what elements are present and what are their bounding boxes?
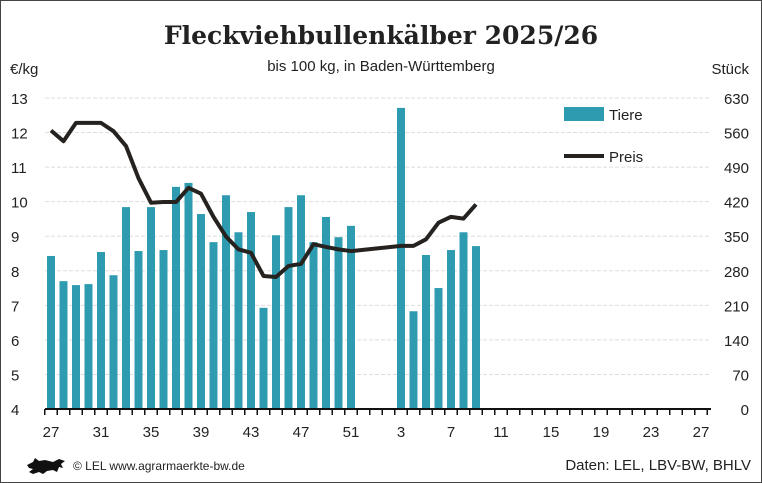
bar-tiere-week-49 xyxy=(322,216,330,409)
x-tick-label: 39 xyxy=(193,424,210,441)
bar-tiere-week-48 xyxy=(309,242,318,409)
bar-tiere-week-8 xyxy=(459,232,468,409)
bar-tiere-week-7 xyxy=(447,250,455,409)
legend-label-tiere: Tiere xyxy=(609,107,643,124)
y-tick-right: 420 xyxy=(724,195,749,212)
x-tick-label: 23 xyxy=(643,424,660,441)
bar-tiere-week-36 xyxy=(159,250,168,409)
x-tick-label: 27 xyxy=(693,424,710,441)
bar-tiere-week-34 xyxy=(134,251,143,409)
line-preis xyxy=(49,120,478,279)
bar-tiere-week-46 xyxy=(284,207,293,409)
legend-label-preis: Preis xyxy=(609,149,643,166)
bar-tiere-week-41 xyxy=(222,195,230,409)
x-tick-label: 11 xyxy=(493,424,509,441)
x-tick-label: 19 xyxy=(593,424,610,441)
bar-tiere-week-39 xyxy=(197,214,205,409)
bar-tiere-week-27 xyxy=(47,255,55,409)
y-tick-left: 7 xyxy=(11,298,19,315)
bar-tiere-week-50 xyxy=(334,237,343,409)
bar-tiere-week-51 xyxy=(347,225,355,409)
y-tick-left: 11 xyxy=(11,160,27,177)
x-tick-label: 31 xyxy=(93,424,110,441)
bar-tiere-week-37 xyxy=(172,186,180,409)
bar-tiere-week-35 xyxy=(147,207,155,409)
y-tick-right: 70 xyxy=(732,367,749,384)
y-tick-left: 10 xyxy=(11,195,28,212)
y-tick-right: 350 xyxy=(724,229,749,246)
x-tick-label: 51 xyxy=(343,424,360,441)
data-source-text: Daten: LEL, LBV-BW, BHLV xyxy=(565,457,751,474)
x-tick-label: 15 xyxy=(543,424,560,441)
bar-tiere-week-9 xyxy=(472,246,480,409)
y-tick-left: 13 xyxy=(11,91,28,108)
y-tick-left: 12 xyxy=(11,126,28,143)
y-tick-right: 0 xyxy=(741,402,749,419)
y-tick-right: 140 xyxy=(724,333,749,350)
bar-tiere-week-33 xyxy=(122,207,130,409)
left-axis-label: €/kg xyxy=(10,61,39,78)
y-tick-right: 630 xyxy=(724,91,749,108)
y-tick-right: 280 xyxy=(724,264,749,281)
bar-tiere-week-43 xyxy=(247,212,255,409)
x-tick-label: 7 xyxy=(447,424,455,441)
y-tick-left: 8 xyxy=(11,264,19,281)
y-tick-left: 9 xyxy=(11,229,19,246)
lion-logo-icon xyxy=(27,458,65,474)
chart-title: Fleckviehbullenkälber 2025/26 xyxy=(163,21,599,50)
y-tick-left: 4 xyxy=(11,402,19,419)
chart-subtitle: bis 100 kg, in Baden-Württemberg xyxy=(267,58,495,75)
bar-tiere-week-28 xyxy=(59,281,68,409)
right-axis-label: Stück xyxy=(711,61,749,78)
bar-tiere-week-47 xyxy=(297,195,305,409)
x-tick-label: 27 xyxy=(43,424,60,441)
y-tick-right: 490 xyxy=(724,160,749,177)
bar-tiere-week-44 xyxy=(259,307,268,409)
bar-tiere-week-42 xyxy=(234,232,243,409)
x-tick-label: 47 xyxy=(293,424,310,441)
bar-tiere-week-4 xyxy=(409,311,418,409)
bar-tiere-week-31 xyxy=(97,252,105,409)
bar-tiere-week-32 xyxy=(109,275,118,409)
y-tick-right: 210 xyxy=(724,298,749,315)
copyright-text: © LEL www.agrarmaerkte-bw.de xyxy=(73,459,245,473)
bar-tiere-week-6 xyxy=(434,288,443,409)
y-tick-right: 560 xyxy=(724,126,749,143)
x-tick-label: 35 xyxy=(143,424,160,441)
y-tick-left: 6 xyxy=(11,333,19,350)
bar-tiere-week-5 xyxy=(422,254,430,409)
bar-tiere-week-30 xyxy=(84,284,93,409)
x-tick-label: 3 xyxy=(397,424,405,441)
bar-tiere-week-40 xyxy=(209,242,218,409)
bar-tiere-week-29 xyxy=(72,285,80,409)
legend-swatch-tiere xyxy=(564,107,604,121)
bar-tiere-week-45 xyxy=(272,235,280,409)
bar-tiere-week-38 xyxy=(184,182,193,409)
x-tick-label: 43 xyxy=(243,424,260,441)
bar-tiere-week-3 xyxy=(397,107,405,409)
y-tick-left: 5 xyxy=(11,367,19,384)
